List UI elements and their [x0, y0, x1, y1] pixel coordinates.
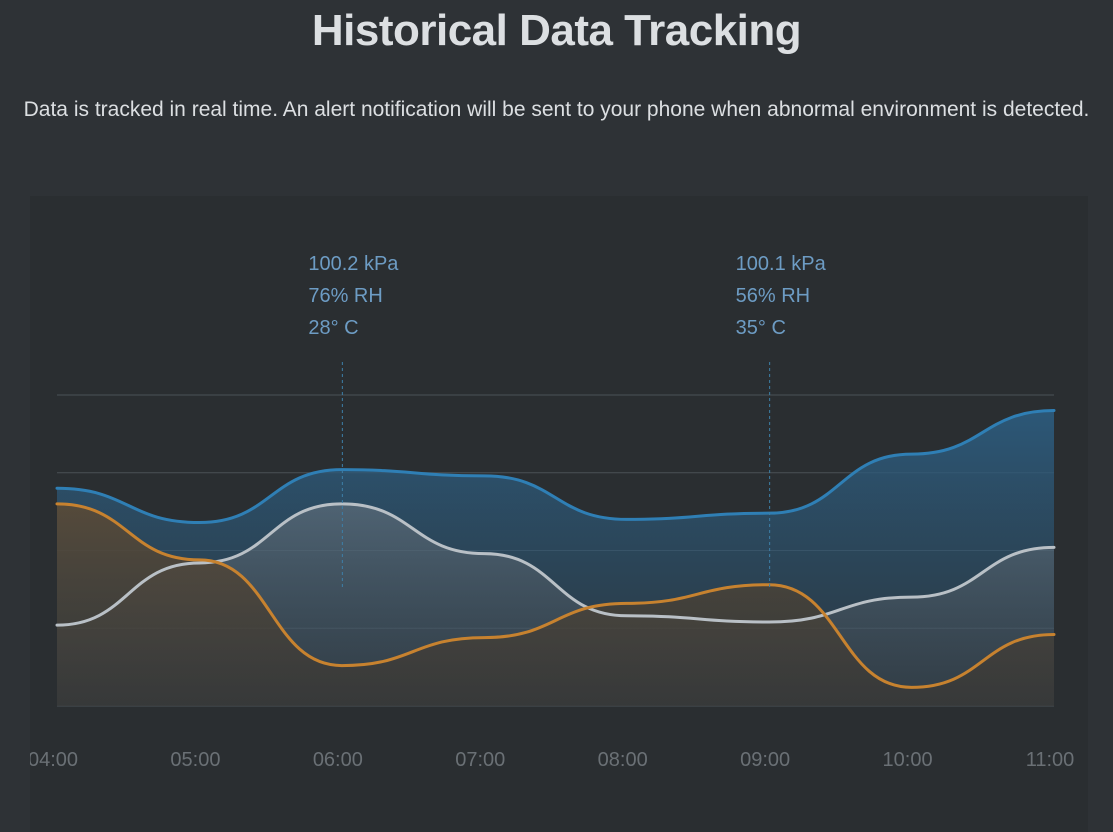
x-tick-label: 06:00: [313, 749, 363, 771]
page-title: Historical Data Tracking: [311, 6, 802, 55]
chart-panel: 100.2 kPa 76% RH 28° C 100.1 kPa 56% RH 35° C…: [28, 196, 1088, 832]
x-tick-label: 09:00: [740, 749, 790, 771]
series-orange-line: [55, 502, 1056, 689]
annotation-label: 100.1 kPa: [736, 253, 827, 275]
annotation-marker: 100.1 kPa 56% RH 35° C: [736, 253, 827, 588]
annotation-label: 35° C: [736, 317, 786, 339]
annotation-label: 76% RH: [308, 285, 382, 307]
annotation-label: 100.2 kPa: [308, 253, 399, 275]
annotation-label: 56% RH: [736, 285, 810, 307]
x-tick-label: 07:00: [455, 749, 505, 771]
x-tick-label: 11:00: [1026, 749, 1075, 771]
x-tick-label: 05:00: [170, 749, 220, 771]
x-tick-label: 04:00: [30, 749, 78, 771]
x-tick-label: 10:00: [883, 749, 933, 771]
annotation-label: 28° C: [308, 317, 358, 339]
page-subtitle: Data is tracked in real time. An alert n…: [23, 98, 1090, 121]
annotation-marker: 100.2 kPa 76% RH 28° C: [308, 253, 399, 588]
history-chart: 100.2 kPa 76% RH 28° C 100.1 kPa 56% RH 35° C…: [28, 253, 1075, 771]
x-tick-label: 08:00: [598, 749, 648, 771]
series-blue-line: [55, 409, 1056, 525]
